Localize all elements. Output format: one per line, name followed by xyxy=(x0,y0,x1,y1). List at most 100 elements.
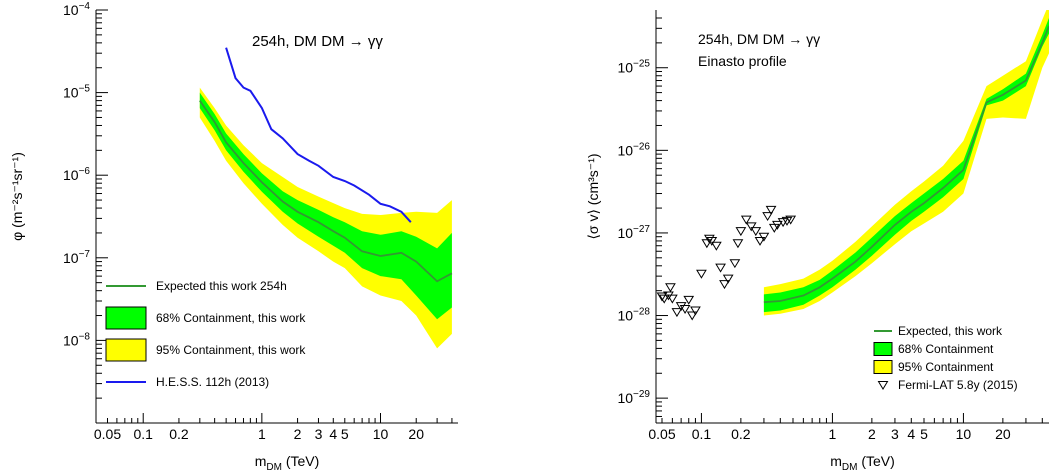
data-point-14 xyxy=(706,236,718,246)
data-point-3 xyxy=(665,283,676,293)
legend-label: Expected this work 254h xyxy=(156,279,287,293)
data-point-11 xyxy=(696,269,707,279)
series-line-2 xyxy=(199,100,453,283)
data-point-5 xyxy=(671,308,683,318)
y-tick-exponent: −4 xyxy=(79,1,91,12)
data-point-23 xyxy=(745,222,757,232)
legend-item: 68% Containment xyxy=(873,342,994,356)
band-1 xyxy=(199,92,452,320)
legend-label: H.E.S.S. 112h (2013) xyxy=(156,375,269,389)
x-tick-label: 4 xyxy=(907,426,915,442)
y-tick-exponent: −28 xyxy=(633,307,650,318)
data-point-2 xyxy=(663,291,674,301)
x-tick-label: 0.2 xyxy=(731,426,751,442)
y-tick-exponent: −27 xyxy=(633,224,650,235)
y-tick-base: 10 xyxy=(63,2,79,18)
x-tick-label: 0.05 xyxy=(648,426,675,442)
legend-swatch xyxy=(105,306,147,330)
x-axis-label: mDM (TeV) xyxy=(255,453,320,472)
chart-annotation: 254h, DM DM → γγ xyxy=(698,31,820,47)
data-point-15 xyxy=(710,241,722,251)
data-point-27 xyxy=(762,212,773,222)
y-tick-base: 10 xyxy=(617,225,633,241)
y-tick-exponent: −7 xyxy=(79,249,91,260)
data-point-24 xyxy=(750,227,762,237)
y-tick-base: 10 xyxy=(63,167,79,183)
data-point-28 xyxy=(765,205,777,215)
x-tick-label: 0.05 xyxy=(94,426,121,442)
y-tick-base: 10 xyxy=(617,142,633,158)
x-tick-label: 4 xyxy=(329,426,337,442)
x-tick-label: 20 xyxy=(408,426,424,442)
x-axis-label-main: m xyxy=(830,453,842,469)
x-axis-label-sub: DM xyxy=(266,462,282,472)
data-point-26 xyxy=(758,232,770,242)
y-tick-exponent: −25 xyxy=(633,59,650,70)
data-point-4 xyxy=(666,294,678,304)
data-point-22 xyxy=(740,215,752,225)
legend-label: 95% Containment xyxy=(898,360,994,374)
x-tick-label: 5 xyxy=(341,426,349,442)
legend-item: 95% Containment, this work xyxy=(105,338,306,362)
y-tick-label: 10−5 xyxy=(63,84,90,101)
series-line-3 xyxy=(225,47,412,223)
y-tick-label: 10−4 xyxy=(63,1,90,18)
y-tick-exponent: −8 xyxy=(79,331,91,342)
data-point-33 xyxy=(785,215,797,225)
y-tick-base: 10 xyxy=(63,250,79,266)
legend: Expected, this work 68% Containment 95% Co… xyxy=(873,324,1018,392)
x-axis-label-unit: (TeV) xyxy=(282,453,319,469)
legend: Expected this work 254h 68% Containment, … xyxy=(105,279,306,389)
legend-label: 68% Containment, this work xyxy=(156,311,306,325)
chart-annotation: 254h, DM DM → γγ xyxy=(252,33,383,50)
data-point-10 xyxy=(690,306,701,316)
x-axis-label-main: m xyxy=(255,453,267,469)
data-point-30 xyxy=(771,220,783,230)
y-tick-base: 10 xyxy=(63,332,79,348)
legend-label: Expected, this work xyxy=(898,324,1003,338)
plot-area xyxy=(199,47,453,349)
x-tick-label: 1 xyxy=(258,426,266,442)
y-tick-label: 10−29 xyxy=(617,389,650,406)
y-tick-base: 10 xyxy=(617,60,633,76)
data-point-6 xyxy=(675,302,687,312)
left-chart: 0.05 0.1 0.2 1 2 3 4 5 10 2010−810−710−610−510−4m… xyxy=(9,1,458,472)
x-tick-label: 10 xyxy=(956,426,972,442)
y-tick-label: 10−6 xyxy=(63,166,90,183)
legend-item: H.E.S.S. 112h (2013) xyxy=(106,375,269,389)
legend-label: Fermi-LAT 5.8y (2015) xyxy=(898,378,1018,392)
x-tick-label: 10 xyxy=(373,426,389,442)
y-tick-label: 10−7 xyxy=(63,249,90,266)
y-tick-base: 10 xyxy=(617,390,633,406)
y-tick-exponent: −26 xyxy=(633,141,650,152)
data-point-8 xyxy=(683,295,695,305)
x-tick-label: 1 xyxy=(829,426,837,442)
legend-label: 95% Containment, this work xyxy=(156,343,306,357)
x-tick-label: 3 xyxy=(315,426,323,442)
right-chart: 0.05 0.1 0.2 1 2 3 4 5 10 2010−2910−2810−2710−261… xyxy=(585,10,1049,472)
legend-swatch xyxy=(105,338,147,362)
series-line-2 xyxy=(763,25,1049,304)
x-tick-label: 0.1 xyxy=(133,426,153,442)
legend-label: 68% Containment xyxy=(898,342,994,356)
x-tick-label: 0.1 xyxy=(692,426,712,442)
legend-item: 95% Containment xyxy=(873,360,994,374)
y-tick-exponent: −6 xyxy=(79,166,91,177)
legend-item: 68% Containment, this work xyxy=(105,306,306,330)
legend-swatch xyxy=(877,381,889,390)
y-axis-label: ⟨σ v⟩ (cm³s⁻¹) xyxy=(585,153,601,239)
y-tick-label: 10−27 xyxy=(617,224,650,241)
data-point-9 xyxy=(686,311,698,321)
x-tick-label: 0.2 xyxy=(169,426,189,442)
legend-item: Fermi-LAT 5.8y (2015) xyxy=(877,378,1018,392)
y-tick-label: 10−28 xyxy=(617,307,650,324)
chart-annotation-profile: Einasto profile xyxy=(698,53,787,69)
y-tick-exponent: −5 xyxy=(79,84,91,95)
data-point-21 xyxy=(735,227,747,237)
data-point-0 xyxy=(656,292,668,302)
x-axis-label-unit: (TeV) xyxy=(857,453,894,469)
data-point-1 xyxy=(658,294,670,304)
x-tick-label: 3 xyxy=(891,426,899,442)
y-tick-base: 10 xyxy=(63,85,79,101)
